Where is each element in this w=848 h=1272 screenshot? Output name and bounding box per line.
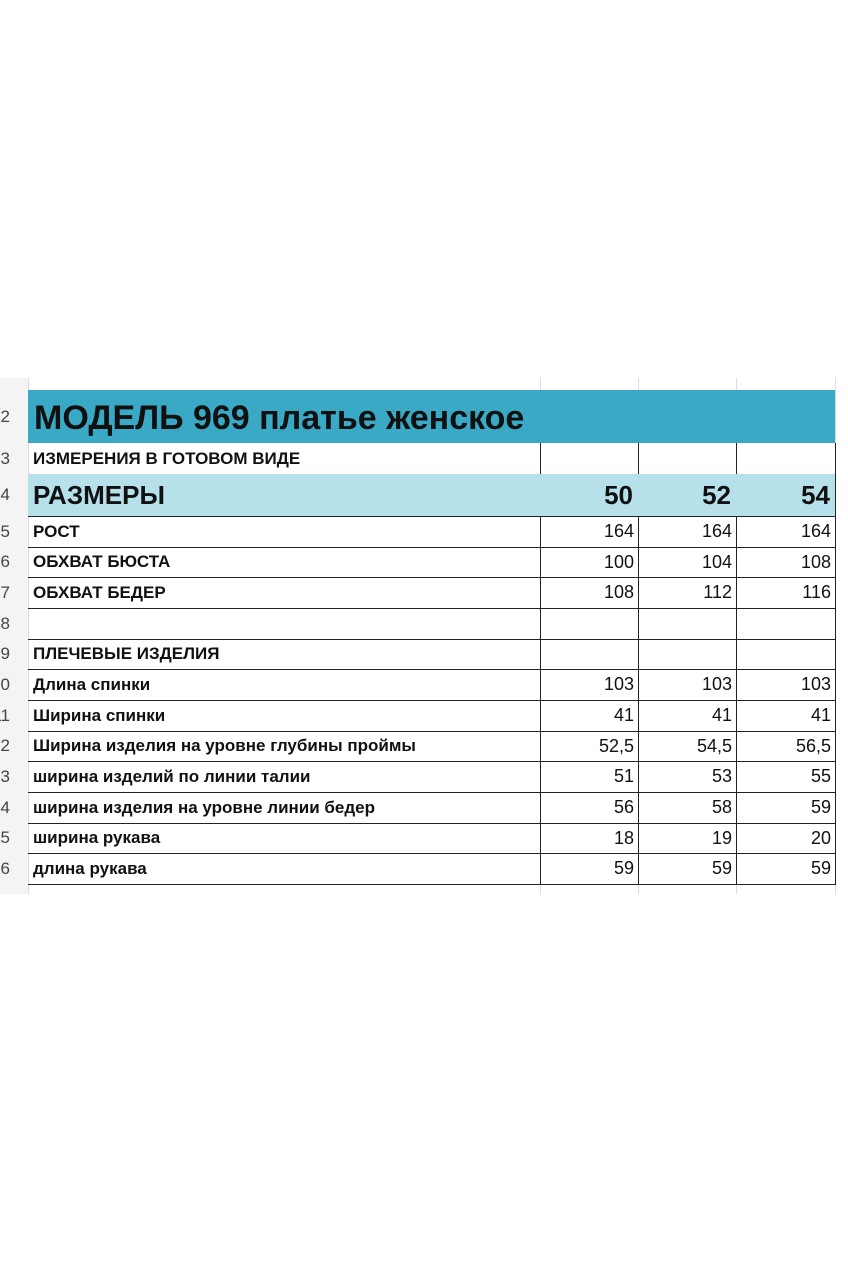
row-label: ширина изделия на уровне линии бедер bbox=[28, 792, 541, 824]
row-value: 103 bbox=[638, 669, 737, 701]
row-value: 58 bbox=[638, 792, 737, 824]
row-label: ОБХВАТ БЮСТА bbox=[28, 547, 541, 578]
subtitle-cell: ИЗМЕРЕНИЯ В ГОТОВОМ ВИДЕ bbox=[28, 443, 541, 475]
row-value: 103 bbox=[736, 669, 836, 701]
row-label: Ширина спинки bbox=[28, 700, 541, 732]
empty-cell bbox=[736, 608, 836, 640]
row-value: 20 bbox=[736, 823, 836, 854]
row-number: 14 bbox=[0, 797, 10, 817]
empty-cell bbox=[540, 639, 639, 670]
row-number: 10 bbox=[0, 674, 10, 694]
empty-cell bbox=[638, 608, 737, 640]
row-value: 116 bbox=[736, 577, 836, 609]
row-value: 103 bbox=[540, 669, 639, 701]
empty-cell bbox=[540, 443, 639, 475]
row-label: РОСТ bbox=[28, 516, 541, 548]
row-number: 9 bbox=[0, 644, 10, 663]
row-value: 56 bbox=[540, 792, 639, 824]
row-value: 56,5 bbox=[736, 731, 836, 762]
row-value: 112 bbox=[638, 577, 737, 609]
row-value: 108 bbox=[540, 577, 639, 609]
empty-cell bbox=[638, 639, 737, 670]
row-label: ширина рукава bbox=[28, 823, 541, 854]
row-value: 19 bbox=[638, 823, 737, 854]
row-value: 41 bbox=[638, 700, 737, 732]
empty-cell bbox=[540, 608, 639, 640]
row-number: 2 bbox=[0, 406, 10, 426]
row-number: 11 bbox=[0, 705, 10, 725]
row-number: 5 bbox=[0, 521, 10, 541]
row-number: 7 bbox=[0, 582, 10, 602]
row-value: 164 bbox=[638, 516, 737, 548]
row-value: 59 bbox=[540, 853, 639, 885]
row-value: 59 bbox=[638, 853, 737, 885]
size-value: 52 bbox=[638, 474, 737, 517]
row-value: 41 bbox=[736, 700, 836, 732]
row-value: 55 bbox=[736, 761, 836, 793]
row-value: 164 bbox=[540, 516, 639, 548]
size-value: 54 bbox=[736, 474, 836, 517]
row-number: 13 bbox=[0, 766, 10, 786]
row-label bbox=[28, 608, 541, 640]
row-number: 8 bbox=[0, 613, 10, 633]
empty-cell bbox=[736, 443, 836, 475]
row-label: ширина изделий по линии талии bbox=[28, 761, 541, 793]
row-value: 59 bbox=[736, 792, 836, 824]
row-label: ОБХВАТ БЕДЕР bbox=[28, 577, 541, 609]
row-value: 59 bbox=[736, 853, 836, 885]
row-number: 4 bbox=[0, 485, 10, 504]
row-number: 16 bbox=[0, 858, 10, 878]
row-value: 41 bbox=[540, 700, 639, 732]
row-value: 108 bbox=[736, 547, 836, 578]
title-cell: МОДЕЛЬ 969 платье женское bbox=[28, 390, 835, 443]
row-value: 18 bbox=[540, 823, 639, 854]
row-number: 6 bbox=[0, 552, 10, 571]
row-label: ПЛЕЧЕВЫЕ ИЗДЕЛИЯ bbox=[28, 639, 541, 670]
row-value: 53 bbox=[638, 761, 737, 793]
row-value: 51 bbox=[540, 761, 639, 793]
row-label: длина рукава bbox=[28, 853, 541, 885]
size-value: 50 bbox=[540, 474, 639, 517]
row-number: 12 bbox=[0, 736, 10, 755]
empty-cell bbox=[638, 443, 737, 475]
row-number: 3 bbox=[0, 448, 10, 468]
row-label: Длина спинки bbox=[28, 669, 541, 701]
grid-line bbox=[0, 378, 28, 894]
row-value: 100 bbox=[540, 547, 639, 578]
row-number: 15 bbox=[0, 828, 10, 847]
row-value: 54,5 bbox=[638, 731, 737, 762]
empty-cell bbox=[736, 639, 836, 670]
row-value: 104 bbox=[638, 547, 737, 578]
row-value: 164 bbox=[736, 516, 836, 548]
sizes-label: РАЗМЕРЫ bbox=[28, 474, 541, 517]
grid-line bbox=[28, 378, 29, 894]
row-value: 52,5 bbox=[540, 731, 639, 762]
row-label: Ширина изделия на уровне глубины проймы bbox=[28, 731, 541, 762]
